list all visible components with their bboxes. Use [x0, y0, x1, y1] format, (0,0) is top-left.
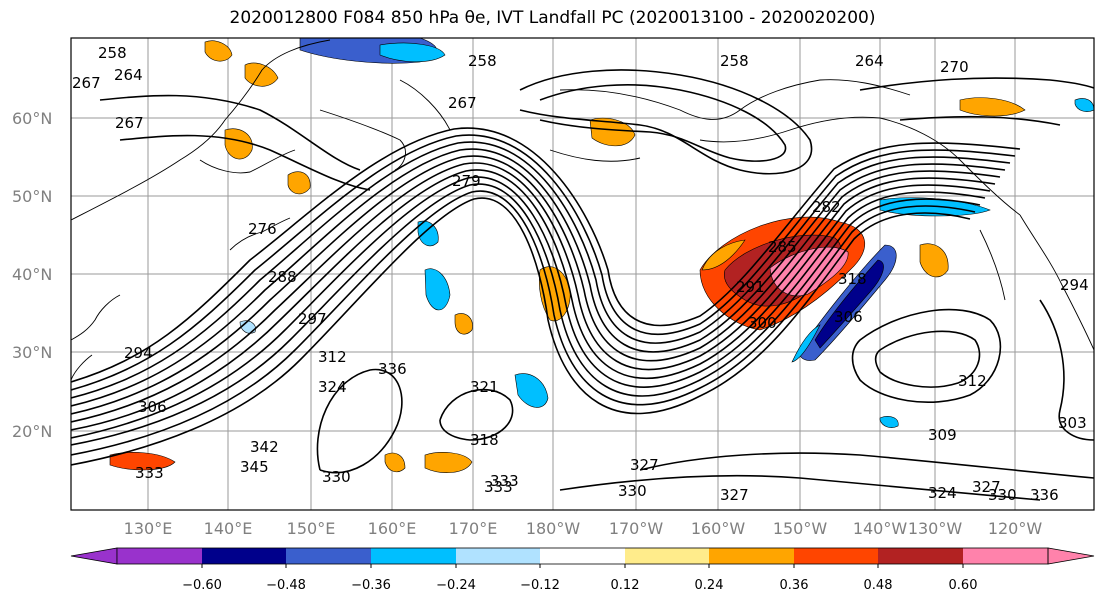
colorbar-ticks — [201, 564, 964, 568]
contour-label: 285 — [768, 238, 797, 256]
contour-label: 294 — [1060, 276, 1089, 294]
colorbar-outline — [116, 547, 1049, 565]
contour-label: 309 — [928, 426, 957, 444]
contour-label: 324 — [928, 484, 957, 502]
contour-label: 258 — [468, 52, 497, 70]
colorbar-extend-min — [70, 547, 118, 565]
contour-label: 264 — [855, 52, 884, 70]
contour-label: 330 — [988, 486, 1017, 504]
colorbar-tick-label: −0.48 — [266, 578, 306, 593]
lon-label: 130°E — [124, 519, 173, 538]
contour-label: 321 — [470, 378, 499, 396]
lon-label: 140°W — [853, 519, 908, 538]
colorbar: −0.60 −0.48 −0.36 −0.24 −0.12 0.12 0.24 … — [70, 547, 1095, 593]
map-border — [70, 37, 1095, 511]
colorbar-tick-label: −0.36 — [351, 578, 391, 593]
colorbar-segment — [202, 548, 286, 564]
colorbar-tick-label: 0.24 — [695, 578, 724, 593]
lon-label: 170°W — [609, 519, 664, 538]
lat-label: 60°N — [12, 109, 52, 128]
contour-label: 327 — [972, 478, 1001, 496]
lon-label: 170°E — [449, 519, 498, 538]
colorbar-segment — [625, 548, 709, 564]
lon-label: 160°W — [691, 519, 746, 538]
contour-label: 327 — [630, 456, 659, 474]
lat-label: 20°N — [12, 422, 52, 441]
colorbar-segment — [709, 548, 794, 564]
colorbar-tick-label: 0.12 — [611, 578, 640, 593]
lon-label: 150°E — [287, 519, 336, 538]
lon-label: 130°W — [908, 519, 963, 538]
contour-label: 258 — [98, 44, 127, 62]
colorbar-segments — [70, 547, 1095, 565]
contour-labels: 258 264 258 267 258 264 270 267 267 279 … — [72, 44, 1089, 504]
negative-anomaly-peak — [814, 259, 884, 349]
lat-tick-labels: 60°N 50°N 40°N 30°N 20°N — [12, 109, 52, 441]
lat-label: 30°N — [12, 343, 52, 362]
colorbar-tick-label: −0.24 — [436, 578, 476, 593]
contour-label: 276 — [248, 220, 277, 238]
colorbar-segment — [794, 548, 878, 564]
colorbar-segment — [456, 548, 540, 564]
contour-label: 312 — [958, 372, 987, 390]
colorbar-tick-label: −0.12 — [520, 578, 560, 593]
contour-label: 336 — [1030, 486, 1059, 504]
lon-label: 160°E — [368, 519, 417, 538]
contour-label: 270 — [940, 58, 969, 76]
colorbar-tick-label: 0.48 — [864, 578, 893, 593]
contour-label: 297 — [298, 310, 327, 328]
lon-tick-labels: 130°E 140°E 150°E 160°E 170°E 180°W 170°… — [124, 519, 1043, 538]
colorbar-extend-max — [1047, 547, 1095, 565]
colorbar-segment — [286, 548, 371, 564]
map-title: 2020012800 F084 850 hPa θe, IVT Landfall… — [229, 8, 876, 28]
contour-label: 267 — [115, 114, 144, 132]
lat-label: 40°N — [12, 265, 52, 284]
contour-label: 282 — [812, 198, 841, 216]
colorbar-segment — [540, 548, 625, 564]
contour-label: 258 — [720, 52, 749, 70]
contour-label: 318 — [470, 431, 499, 449]
contour-label: 267 — [448, 94, 477, 112]
colorbar-tick-label: 0.60 — [949, 578, 978, 593]
lon-label: 140°E — [204, 519, 253, 538]
colorbar-tick-labels: −0.60 −0.48 −0.36 −0.24 −0.12 0.12 0.24 … — [182, 578, 977, 593]
contour-label: 342 — [250, 438, 279, 456]
contour-label: 303 — [1058, 414, 1087, 432]
lon-label: 120°W — [988, 519, 1043, 538]
contour-label: 333 — [490, 472, 519, 490]
contour-label: 327 — [720, 486, 749, 504]
colorbar-segment — [963, 548, 1048, 564]
lat-label: 50°N — [12, 187, 52, 206]
colorbar-tick-label: −0.60 — [182, 578, 222, 593]
theta-e-contours — [71, 69, 1094, 501]
contour-label: 288 — [268, 268, 297, 286]
colorbar-tick-label: 0.36 — [780, 578, 809, 593]
contour-label: 294 — [124, 344, 153, 362]
contour-label: 336 — [378, 360, 407, 378]
lon-label: 180°W — [526, 519, 581, 538]
contour-label: 267 — [72, 74, 101, 92]
contour-label: 264 — [114, 66, 143, 84]
colorbar-segment — [117, 548, 202, 564]
contour-label: 333 — [135, 464, 164, 482]
colorbar-segment — [371, 548, 456, 564]
contour-label: 279 — [452, 172, 481, 190]
lon-label: 150°W — [773, 519, 828, 538]
contour-label: 312 — [318, 348, 347, 366]
contour-label: 324 — [318, 378, 347, 396]
contour-label: 345 — [240, 458, 269, 476]
contour-label: 291 — [736, 278, 765, 296]
contour-label: 333 — [484, 478, 513, 496]
contour-label: 330 — [618, 482, 647, 500]
coastlines — [71, 39, 1094, 381]
contour-label: 306 — [834, 308, 863, 326]
contour-label: 300 — [748, 314, 777, 332]
contour-label: 318 — [838, 270, 867, 288]
contour-label: 306 — [138, 398, 167, 416]
contour-label: 330 — [322, 468, 351, 486]
colorbar-segment — [878, 548, 963, 564]
